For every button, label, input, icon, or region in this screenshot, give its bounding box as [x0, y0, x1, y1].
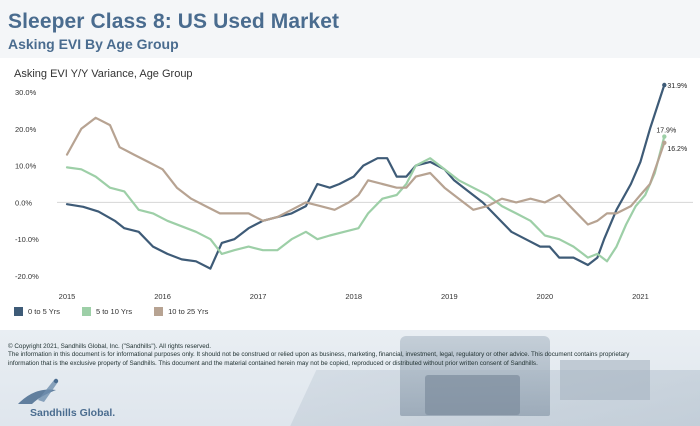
- y-tick-label: 20.0%: [15, 125, 37, 134]
- header-band: Sleeper Class 8: US Used Market Asking E…: [0, 0, 700, 58]
- x-tick-label: 2017: [250, 292, 267, 301]
- series-end-point-0: [662, 82, 667, 88]
- disclaimer-line: The information in this document is for …: [8, 351, 630, 359]
- y-tick-label: -20.0%: [15, 272, 39, 281]
- end-value-label: 16.2%: [667, 146, 687, 153]
- x-tick-label: 2020: [537, 292, 554, 301]
- legend-label: 0 to 5 Yrs: [28, 307, 60, 316]
- page-subtitle: Asking EVI By Age Group: [8, 36, 179, 52]
- legend-swatch: [14, 307, 23, 316]
- x-tick-label: 2021: [632, 292, 649, 301]
- end-value-label: 31.9%: [667, 83, 687, 90]
- series-line-0: [65, 83, 666, 270]
- legend-item-10-25: 10 to 25 Yrs: [154, 307, 208, 316]
- series-line-1: [65, 135, 666, 263]
- x-tick-label: 2019: [441, 292, 458, 301]
- truck-trailer-graphic: [560, 360, 650, 400]
- y-tick-label: 0.0%: [15, 198, 32, 207]
- footer-banner: [0, 330, 700, 426]
- legend-item-5-10: 5 to 10 Yrs: [81, 307, 133, 316]
- logo-text: Sandhills Global.: [30, 407, 116, 419]
- truck-grille-graphic: [425, 375, 520, 415]
- line-chart: 30.0% 20.0% 10.0% 0.0% -10.0% -20.0% 2015 2016 2…: [15, 82, 693, 301]
- legend-swatch: [154, 307, 164, 316]
- disclaimer-line: information that is the exclusive proper…: [8, 359, 538, 367]
- legend-label: 5 to 10 Yrs: [95, 307, 133, 316]
- page-title: Sleeper Class 8: US Used Market: [8, 10, 340, 33]
- y-tick-label: 10.0%: [15, 162, 37, 171]
- copyright-line: © Copyright 2021, Sandhills Global, Inc.…: [8, 343, 212, 350]
- y-tick-label: 30.0%: [15, 88, 37, 97]
- chart-legend: 0 to 5 Yrs 5 to 10 Yrs 10 to 25 Yrs: [14, 307, 208, 316]
- legend-label: 10 to 25 Yrs: [168, 307, 209, 316]
- legend-swatch: [81, 307, 91, 316]
- legend-item-0-5: 0 to 5 Yrs: [14, 307, 60, 316]
- series-end-point-2: [662, 140, 667, 145]
- x-tick-label: 2018: [345, 292, 362, 301]
- chart-label: Asking EVI Y/Y Variance, Age Group: [14, 68, 193, 80]
- x-tick-label: 2016: [154, 292, 171, 301]
- y-tick-label: -10.0%: [15, 235, 39, 244]
- series-line-2: [65, 116, 666, 226]
- copyright-notice: © Copyright 2021, Sandhills Global, Inc.…: [8, 343, 698, 368]
- x-tick-label: 2015: [59, 292, 76, 301]
- series-end-point-1: [662, 134, 667, 139]
- sandhills-logo: [18, 378, 59, 404]
- end-value-label: 17.9%: [656, 128, 676, 135]
